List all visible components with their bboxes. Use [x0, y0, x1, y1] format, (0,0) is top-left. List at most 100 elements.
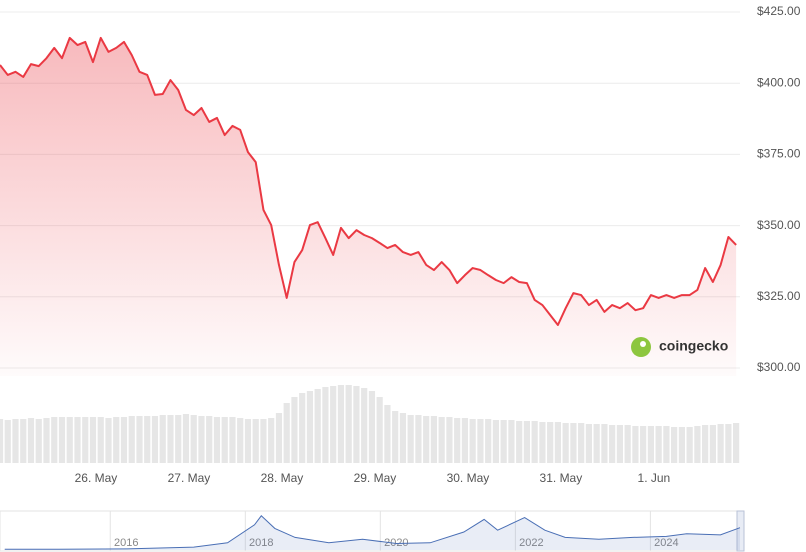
navigator-handle[interactable] [736, 510, 745, 552]
volume-bar [492, 420, 500, 463]
y-tick-label: $425.00 [757, 4, 801, 18]
volume-bar [175, 415, 182, 463]
volume-bar [616, 425, 623, 463]
volume-bar [182, 414, 190, 463]
volume-bar [725, 424, 732, 463]
volume-bar [213, 417, 221, 463]
volume-bar [601, 424, 608, 463]
volume-bar [384, 405, 391, 463]
volume-bar [655, 426, 662, 463]
volume-bar [66, 417, 73, 463]
navigator-frame [0, 510, 745, 552]
volume-bar [89, 417, 97, 463]
volume-bar [399, 413, 407, 463]
volume-bar [570, 423, 577, 463]
volume-bar [500, 420, 507, 463]
volume-bar [82, 417, 89, 463]
volume-bar [686, 427, 693, 463]
volume-bar [12, 419, 19, 463]
volume-bar [35, 419, 42, 463]
volume-bar [454, 418, 461, 463]
navigator-label: 2022 [519, 537, 543, 549]
volume-bar [438, 417, 445, 463]
volume-bar [0, 419, 4, 463]
volume-bar [407, 415, 414, 463]
volume-bar [58, 417, 66, 463]
volume-bar [709, 425, 716, 463]
navigator-label: 2018 [249, 537, 273, 549]
x-tick-label: 30. May [447, 471, 490, 485]
y-tick-label: $400.00 [757, 75, 801, 89]
volume-bar [330, 386, 337, 463]
volume-bar [314, 389, 321, 463]
volume-bar [97, 417, 104, 463]
volume-bar [27, 418, 35, 463]
volume-bar [508, 420, 515, 463]
volume-bar [322, 387, 329, 463]
navigator-line [4, 515, 741, 550]
volume-bar [136, 416, 143, 463]
volume-bar [578, 423, 585, 463]
y-tick-label: $375.00 [757, 147, 801, 161]
volume-bar [144, 416, 151, 463]
volume-bar [291, 397, 298, 463]
volume-bar [593, 424, 600, 463]
volume-bar [74, 417, 81, 463]
volume-bar [609, 425, 616, 463]
volume-bar [283, 403, 290, 463]
volume-bar [206, 416, 213, 463]
volume-bar [694, 426, 701, 463]
volume-bar [640, 426, 647, 463]
volume-bar [229, 417, 236, 463]
volume-bar [113, 417, 120, 463]
volume-bar [368, 391, 376, 463]
volume-bar [159, 415, 166, 463]
volume-bar [671, 427, 678, 463]
volume-bar [423, 416, 430, 463]
volume-bar [469, 419, 476, 463]
logo-text: coingecko [659, 338, 728, 354]
navigator-area [4, 515, 741, 550]
volume-bar [361, 388, 368, 463]
navigator-label: 2024 [654, 537, 678, 549]
volume-bar [306, 391, 314, 463]
volume-bar [268, 418, 275, 463]
volume-bar [624, 425, 631, 463]
volume-bar [51, 417, 58, 463]
volume-bar [43, 418, 50, 463]
volume-bar [523, 421, 531, 463]
x-tick-label: 27. May [168, 471, 211, 485]
x-tick-label: 29. May [354, 471, 397, 485]
logo-icon [631, 337, 651, 357]
volume-bar [531, 421, 538, 463]
y-tick-label: $350.00 [757, 218, 801, 232]
volume-bar [105, 418, 112, 463]
volume-bar [717, 424, 724, 463]
logo-eye [640, 341, 646, 347]
volume-bar [733, 423, 740, 463]
price-area [0, 37, 737, 377]
volume-bar [260, 419, 267, 463]
volume-bar [337, 385, 345, 463]
volume-bar [485, 419, 492, 463]
volume-bar [516, 421, 523, 463]
volume-bar [120, 417, 128, 463]
x-tick-label: 31. May [540, 471, 583, 485]
volume-bar [4, 420, 11, 463]
y-tick-label: $300.00 [757, 360, 801, 374]
volume-bar [477, 419, 484, 463]
volume-bar [430, 416, 438, 463]
volume-bar [151, 416, 159, 463]
volume-bar [554, 422, 562, 463]
navigator-label: 2020 [384, 537, 408, 549]
volume-bar [20, 419, 27, 463]
x-tick-label: 1. Jun [638, 471, 671, 485]
volume-bar [415, 415, 422, 463]
volume-bar [237, 418, 244, 463]
x-tick-label: 26. May [75, 471, 118, 485]
volume-bar [299, 393, 306, 463]
volume-bar [562, 423, 569, 463]
volume-bar [663, 426, 670, 463]
volume-bar [678, 427, 685, 463]
